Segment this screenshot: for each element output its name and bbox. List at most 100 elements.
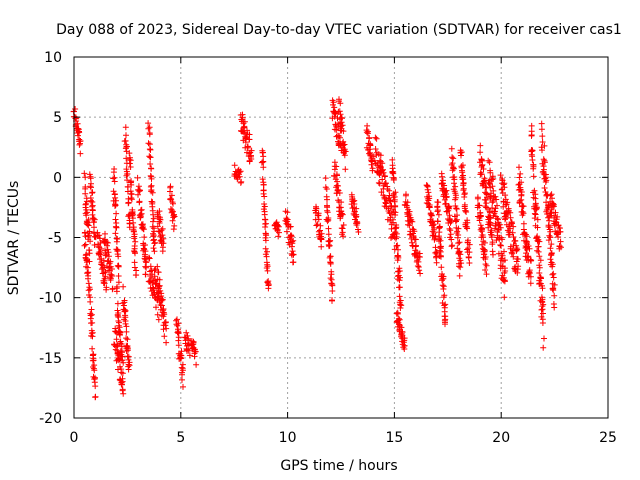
data-point [284,216,291,223]
data-point [324,202,330,209]
data-point [131,264,138,271]
data-point [406,208,413,215]
data-point [97,249,104,256]
data-point [337,111,344,118]
data-point [449,242,456,249]
data-point [333,133,340,140]
data-point [489,183,496,190]
data-point [163,325,170,332]
data-point [262,230,269,237]
data-point [116,319,122,326]
data-point [128,196,135,203]
data-point [534,224,541,231]
data-point [149,207,156,214]
data-point [150,215,157,222]
data-point [168,192,175,199]
data-point [482,184,489,190]
data-point [394,310,401,317]
data-point [152,239,158,246]
data-point [413,242,419,249]
data-point [156,282,163,289]
data-point [398,302,405,309]
data-point [112,230,119,237]
data-point [155,269,162,276]
data-point [331,104,338,111]
data-point [72,106,79,112]
data-point [158,290,165,297]
data-point [430,222,437,229]
data-point [87,298,94,305]
data-point [119,378,126,385]
data-point [318,243,325,250]
data-point [414,263,421,269]
data-point [339,225,346,232]
data-point [108,266,115,272]
y-tick-label: 5 [53,110,62,126]
data-point [487,169,494,176]
data-point [322,175,329,182]
data-point [123,168,130,175]
data-point [477,209,484,216]
data-point [538,120,545,127]
data-point [338,210,345,217]
data-point [262,220,269,227]
data-point [130,227,137,234]
data-point [150,218,156,225]
data-point [92,394,99,401]
data-point [456,263,462,270]
data-point [481,239,488,246]
data-point [500,181,507,188]
data-point [248,156,255,162]
data-point [143,264,150,271]
data-point [158,227,165,234]
data-point [381,172,388,179]
data-point [450,155,457,162]
data-point [396,268,403,274]
data-point [153,304,159,311]
data-point [371,157,378,164]
data-point [322,184,329,191]
data-point [90,351,97,358]
data-point [82,241,89,248]
data-point [171,213,178,220]
data-point [539,316,546,323]
data-point [82,190,89,197]
data-point [501,294,508,301]
data-point [518,189,525,195]
data-point [529,157,536,163]
data-point [372,134,379,141]
data-point [460,172,466,179]
data-point [499,236,506,243]
data-point [527,273,534,280]
data-point [435,211,442,218]
data-point [530,162,537,168]
data-point [416,267,423,274]
data-point [486,221,493,227]
data-point [393,222,400,228]
data-point [487,195,494,202]
data-point [91,362,98,369]
data-point [510,242,517,249]
data-point [131,231,138,238]
data-point [377,158,384,165]
data-point [544,205,551,211]
data-point [448,145,455,152]
data-point [124,336,131,343]
data-point [443,200,449,207]
data-point [377,152,384,159]
data-point [142,242,148,248]
data-point [334,178,341,185]
data-point [87,238,94,245]
data-point [82,252,89,259]
data-point [85,216,92,223]
data-point [548,250,555,256]
data-point [459,162,466,169]
data-point [370,153,377,160]
data-point [501,180,508,187]
data-point [453,205,460,212]
data-point [159,296,166,303]
data-point [75,132,81,139]
data-point [528,132,535,138]
data-point [315,216,322,223]
data-point [142,248,149,255]
